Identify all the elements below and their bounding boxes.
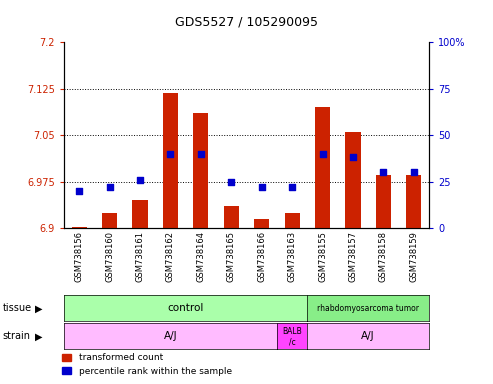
Point [410, 169, 418, 175]
Bar [406, 175, 422, 228]
Point [167, 151, 175, 157]
Point [288, 184, 296, 190]
Text: BALB
/c: BALB /c [282, 327, 302, 346]
Text: strain: strain [2, 331, 31, 341]
Bar [193, 114, 209, 228]
Text: GDS5527 / 105290095: GDS5527 / 105290095 [175, 15, 318, 28]
Point [197, 151, 205, 157]
Text: rhabdomyosarcoma tumor: rhabdomyosarcoma tumor [317, 304, 419, 313]
Bar [133, 200, 148, 228]
Bar [254, 219, 269, 228]
Point [258, 184, 266, 190]
Point [349, 154, 357, 161]
Bar [163, 93, 178, 228]
Point [136, 177, 144, 183]
Text: control: control [168, 303, 204, 313]
Point [318, 151, 326, 157]
Bar [376, 175, 391, 228]
Bar [224, 207, 239, 228]
Bar [315, 107, 330, 228]
Point [227, 179, 235, 185]
Point [75, 188, 83, 194]
Point [380, 169, 387, 175]
Bar [102, 213, 117, 228]
Bar [284, 213, 300, 228]
Bar [345, 132, 360, 228]
Text: ▶: ▶ [35, 331, 42, 341]
Text: ▶: ▶ [35, 303, 42, 313]
Point [106, 184, 113, 190]
Text: A/J: A/J [361, 331, 375, 341]
Text: A/J: A/J [164, 331, 177, 341]
Text: tissue: tissue [2, 303, 32, 313]
Bar [71, 227, 87, 228]
Legend: transformed count, percentile rank within the sample: transformed count, percentile rank withi… [59, 350, 235, 379]
